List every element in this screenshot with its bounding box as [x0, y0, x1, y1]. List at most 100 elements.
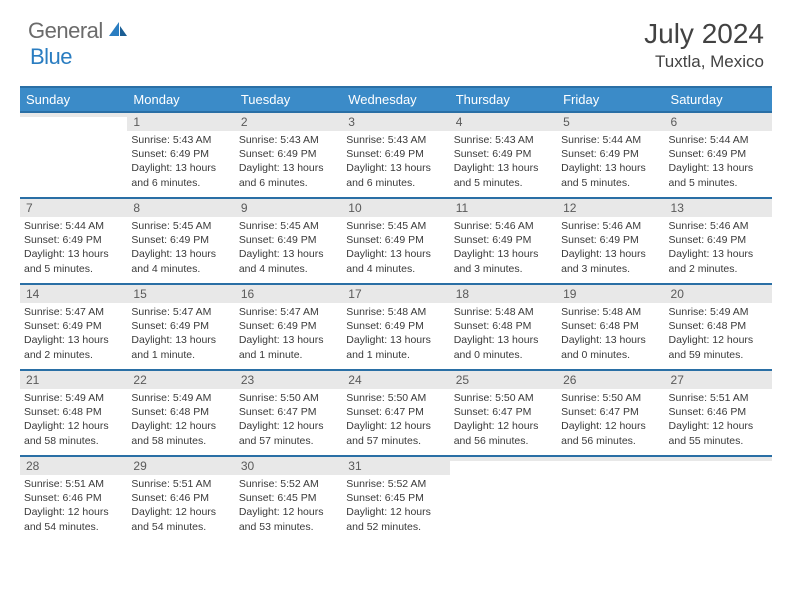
sunrise-text: Sunrise: 5:51 AM: [669, 391, 768, 405]
day-number: 5: [557, 113, 664, 131]
calendar-day-cell: 29Sunrise: 5:51 AMSunset: 6:46 PMDayligh…: [127, 456, 234, 542]
daylight-text: Daylight: 12 hours and 57 minutes.: [346, 419, 445, 447]
sunset-text: Sunset: 6:49 PM: [24, 319, 123, 333]
daylight-text: Daylight: 13 hours and 5 minutes.: [561, 161, 660, 189]
daylight-text: Daylight: 12 hours and 54 minutes.: [131, 505, 230, 533]
sunrise-text: Sunrise: 5:43 AM: [239, 133, 338, 147]
sunrise-text: Sunrise: 5:43 AM: [454, 133, 553, 147]
sunset-text: Sunset: 6:49 PM: [131, 233, 230, 247]
calendar-day-cell: 2Sunrise: 5:43 AMSunset: 6:49 PMDaylight…: [235, 112, 342, 198]
daylight-text: Daylight: 13 hours and 5 minutes.: [669, 161, 768, 189]
day-details: Sunrise: 5:47 AMSunset: 6:49 PMDaylight:…: [127, 303, 234, 366]
calendar-day-cell: 16Sunrise: 5:47 AMSunset: 6:49 PMDayligh…: [235, 284, 342, 370]
sunset-text: Sunset: 6:48 PM: [669, 319, 768, 333]
sunrise-text: Sunrise: 5:46 AM: [669, 219, 768, 233]
weekday-header: Saturday: [665, 87, 772, 112]
day-number: 10: [342, 199, 449, 217]
day-number: 21: [20, 371, 127, 389]
day-number: 15: [127, 285, 234, 303]
day-details: Sunrise: 5:46 AMSunset: 6:49 PMDaylight:…: [665, 217, 772, 280]
day-details: Sunrise: 5:45 AMSunset: 6:49 PMDaylight:…: [127, 217, 234, 280]
day-details: Sunrise: 5:43 AMSunset: 6:49 PMDaylight:…: [127, 131, 234, 194]
sunset-text: Sunset: 6:46 PM: [669, 405, 768, 419]
calendar-day-cell: 11Sunrise: 5:46 AMSunset: 6:49 PMDayligh…: [450, 198, 557, 284]
weekday-header: Wednesday: [342, 87, 449, 112]
sunset-text: Sunset: 6:49 PM: [346, 233, 445, 247]
day-number: 23: [235, 371, 342, 389]
calendar-day-cell: 19Sunrise: 5:48 AMSunset: 6:48 PMDayligh…: [557, 284, 664, 370]
calendar-day-cell: 22Sunrise: 5:49 AMSunset: 6:48 PMDayligh…: [127, 370, 234, 456]
calendar-day-cell: 15Sunrise: 5:47 AMSunset: 6:49 PMDayligh…: [127, 284, 234, 370]
day-number: 4: [450, 113, 557, 131]
daylight-text: Daylight: 12 hours and 52 minutes.: [346, 505, 445, 533]
sunrise-text: Sunrise: 5:49 AM: [24, 391, 123, 405]
sunrise-text: Sunrise: 5:48 AM: [561, 305, 660, 319]
sunrise-text: Sunrise: 5:45 AM: [346, 219, 445, 233]
day-number: 1: [127, 113, 234, 131]
daylight-text: Daylight: 13 hours and 2 minutes.: [669, 247, 768, 275]
weekday-header: Monday: [127, 87, 234, 112]
daylight-text: Daylight: 13 hours and 4 minutes.: [239, 247, 338, 275]
sunset-text: Sunset: 6:45 PM: [346, 491, 445, 505]
day-number: 28: [20, 457, 127, 475]
sunset-text: Sunset: 6:49 PM: [131, 319, 230, 333]
day-details: [665, 461, 772, 467]
sunrise-text: Sunrise: 5:44 AM: [669, 133, 768, 147]
day-details: Sunrise: 5:44 AMSunset: 6:49 PMDaylight:…: [20, 217, 127, 280]
day-details: Sunrise: 5:48 AMSunset: 6:49 PMDaylight:…: [342, 303, 449, 366]
day-number: 6: [665, 113, 772, 131]
day-details: Sunrise: 5:46 AMSunset: 6:49 PMDaylight:…: [450, 217, 557, 280]
daylight-text: Daylight: 13 hours and 4 minutes.: [131, 247, 230, 275]
day-details: Sunrise: 5:46 AMSunset: 6:49 PMDaylight:…: [557, 217, 664, 280]
brand-part2-wrap: Blue: [30, 44, 72, 70]
weekday-header: Thursday: [450, 87, 557, 112]
sunrise-text: Sunrise: 5:46 AM: [561, 219, 660, 233]
day-details: Sunrise: 5:51 AMSunset: 6:46 PMDaylight:…: [20, 475, 127, 538]
daylight-text: Daylight: 12 hours and 58 minutes.: [131, 419, 230, 447]
calendar-day-cell: 17Sunrise: 5:48 AMSunset: 6:49 PMDayligh…: [342, 284, 449, 370]
day-details: Sunrise: 5:52 AMSunset: 6:45 PMDaylight:…: [342, 475, 449, 538]
sunrise-text: Sunrise: 5:50 AM: [239, 391, 338, 405]
brand-logo: General: [28, 18, 131, 44]
brand-sail-icon: [107, 20, 129, 43]
sunrise-text: Sunrise: 5:51 AM: [24, 477, 123, 491]
day-details: Sunrise: 5:51 AMSunset: 6:46 PMDaylight:…: [127, 475, 234, 538]
sunrise-text: Sunrise: 5:52 AM: [239, 477, 338, 491]
calendar-week-row: 1Sunrise: 5:43 AMSunset: 6:49 PMDaylight…: [20, 112, 772, 198]
sunrise-text: Sunrise: 5:43 AM: [131, 133, 230, 147]
day-details: Sunrise: 5:49 AMSunset: 6:48 PMDaylight:…: [20, 389, 127, 452]
day-number: 19: [557, 285, 664, 303]
sunrise-text: Sunrise: 5:47 AM: [131, 305, 230, 319]
day-number: 13: [665, 199, 772, 217]
sunrise-text: Sunrise: 5:48 AM: [346, 305, 445, 319]
month-title: July 2024: [644, 18, 764, 50]
day-number: 17: [342, 285, 449, 303]
calendar-week-row: 28Sunrise: 5:51 AMSunset: 6:46 PMDayligh…: [20, 456, 772, 542]
daylight-text: Daylight: 13 hours and 2 minutes.: [24, 333, 123, 361]
day-number: 12: [557, 199, 664, 217]
day-details: [450, 461, 557, 467]
day-number: 7: [20, 199, 127, 217]
day-details: Sunrise: 5:50 AMSunset: 6:47 PMDaylight:…: [450, 389, 557, 452]
calendar-week-row: 21Sunrise: 5:49 AMSunset: 6:48 PMDayligh…: [20, 370, 772, 456]
day-details: Sunrise: 5:50 AMSunset: 6:47 PMDaylight:…: [342, 389, 449, 452]
day-number: 18: [450, 285, 557, 303]
day-details: [557, 461, 664, 467]
header: General July 2024 Tuxtla, Mexico: [0, 0, 792, 80]
sunset-text: Sunset: 6:48 PM: [561, 319, 660, 333]
sunset-text: Sunset: 6:46 PM: [24, 491, 123, 505]
sunset-text: Sunset: 6:48 PM: [24, 405, 123, 419]
sunset-text: Sunset: 6:49 PM: [561, 147, 660, 161]
sunset-text: Sunset: 6:49 PM: [131, 147, 230, 161]
day-details: Sunrise: 5:43 AMSunset: 6:49 PMDaylight:…: [342, 131, 449, 194]
day-number: 14: [20, 285, 127, 303]
sunrise-text: Sunrise: 5:46 AM: [454, 219, 553, 233]
calendar-week-row: 7Sunrise: 5:44 AMSunset: 6:49 PMDaylight…: [20, 198, 772, 284]
brand-part1: General: [28, 18, 103, 44]
sunrise-text: Sunrise: 5:51 AM: [131, 477, 230, 491]
day-details: Sunrise: 5:52 AMSunset: 6:45 PMDaylight:…: [235, 475, 342, 538]
calendar-day-cell: 12Sunrise: 5:46 AMSunset: 6:49 PMDayligh…: [557, 198, 664, 284]
sunset-text: Sunset: 6:49 PM: [239, 319, 338, 333]
daylight-text: Daylight: 12 hours and 55 minutes.: [669, 419, 768, 447]
sunset-text: Sunset: 6:49 PM: [454, 147, 553, 161]
